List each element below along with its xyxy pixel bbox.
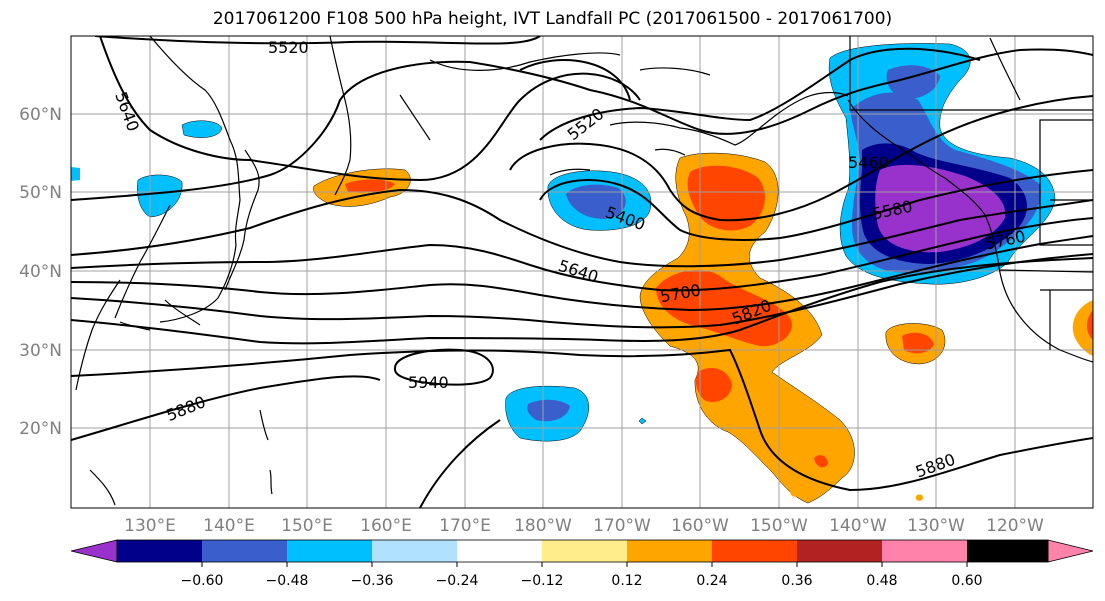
lon-label: 170°W: [593, 516, 651, 536]
map-frame: [70, 35, 1094, 509]
colorbar-tick-label: −0.12: [521, 573, 564, 589]
lat-label: 40°N: [19, 262, 62, 282]
lon-label: 180°W: [514, 516, 572, 536]
colorbar-segment: [797, 540, 882, 562]
lat-label: 30°N: [19, 341, 62, 361]
lon-label: 140°W: [829, 516, 887, 536]
contour-label: 5940: [408, 373, 449, 392]
height-contours: [71, 36, 1093, 508]
contour-label: 5520: [268, 38, 309, 57]
colorbar-segment: [117, 540, 202, 562]
latitude-labels: 60°N 50°N 40°N 30°N 20°N: [19, 105, 62, 439]
map-title: 2017061200 F108 500 hPa height, IVT Land…: [212, 9, 893, 29]
colorbar-segment: [287, 540, 372, 562]
colorbar-extend-max: [1047, 539, 1094, 563]
colorbar-tick-label: −0.24: [436, 573, 479, 589]
colorbar-tick-label: −0.48: [266, 573, 309, 589]
lat-label: 60°N: [19, 105, 62, 125]
colorbar: −0.60 −0.48 −0.36 −0.24 −0.12 0.12 0.24 …: [70, 539, 1094, 589]
lon-label: 140°E: [203, 516, 255, 536]
colorbar-segment: [457, 540, 542, 562]
colorbar-tick-label: 0.48: [866, 573, 897, 589]
contour-label: 5640: [111, 89, 143, 134]
colorbar-ticks: [201, 562, 968, 567]
colorbar-segment: [202, 540, 287, 562]
colorbar-segment: [627, 540, 712, 562]
lon-label: 150°W: [750, 516, 808, 536]
contour-label: 5880: [913, 450, 958, 482]
contour-label: 5880: [163, 392, 208, 425]
lat-label: 50°N: [19, 183, 62, 203]
colorbar-segment: [542, 540, 627, 562]
colorbar-tick-label: 0.36: [781, 573, 812, 589]
contour-label: 5520: [564, 104, 608, 144]
lon-label: 130°W: [907, 516, 965, 536]
colorbar-outline: [116, 539, 1049, 563]
colorbar-tick-label: −0.60: [181, 573, 224, 589]
colorbar-tick-label: 0.24: [696, 573, 727, 589]
contour-label: 5640: [556, 256, 601, 287]
colorbar-tick-label: 0.60: [951, 573, 982, 589]
longitude-labels: 130°E 140°E 150°E 160°E 170°E 180°W 170°…: [124, 516, 1044, 536]
colorbar-segment: [712, 540, 797, 562]
colorbar-extend-min: [70, 539, 118, 563]
colorbar-segment: [967, 540, 1048, 562]
graticule: [71, 36, 1093, 508]
lon-label: 160°E: [360, 516, 412, 536]
colorbar-tick-label: 0.12: [611, 573, 642, 589]
colorbar-segment: [372, 540, 457, 562]
colorbar-segment: [882, 540, 967, 562]
colorbar-tick-label: −0.36: [351, 573, 394, 589]
lon-label: 130°E: [124, 516, 176, 536]
lon-label: 120°W: [986, 516, 1044, 536]
contour-label: 5460: [848, 153, 889, 172]
lon-label: 160°W: [671, 516, 729, 536]
lat-label: 20°N: [19, 419, 62, 439]
lon-label: 170°E: [439, 516, 491, 536]
lon-label: 150°E: [281, 516, 333, 536]
